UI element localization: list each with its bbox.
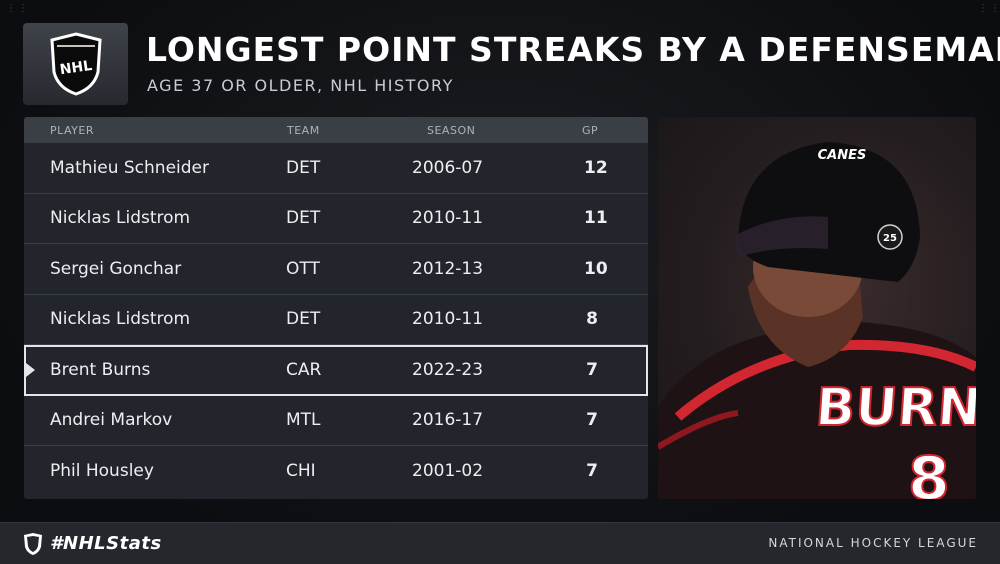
games-played: 10 [584, 258, 608, 279]
team: DET [286, 309, 321, 330]
table-row: Phil Housley CHI 2001-02 7 [24, 446, 648, 497]
season: 2001-02 [412, 461, 484, 482]
season: 2022-23 [412, 360, 484, 381]
svg-text:8: 8 [908, 444, 950, 499]
team: CAR [286, 360, 322, 381]
league-name: NATIONAL HOCKEY LEAGUE [768, 536, 978, 550]
season: 2012-13 [412, 258, 484, 279]
page-subtitle: AGE 37 OR OLDER, NHL HISTORY [147, 76, 454, 95]
games-played: 7 [586, 461, 598, 482]
player-name: Brent Burns [50, 360, 151, 381]
player-illustration: CANES 25 BURNS 8 [658, 142, 976, 499]
hashtag: #NHLStats [50, 533, 162, 554]
team: DET [286, 208, 321, 229]
player-name: Phil Housley [50, 461, 154, 482]
nhl-shield-small-icon [24, 533, 42, 555]
jersey-text: BURNS [814, 378, 976, 438]
player-name: Sergei Gonchar [50, 258, 182, 279]
logo-text: NHL [58, 58, 92, 78]
games-played: 7 [586, 410, 598, 431]
player-name: Andrei Markov [50, 410, 173, 431]
table-row: Mathieu Schneider DET 2006-07 12 [24, 143, 648, 194]
patch-text: 25 [883, 233, 897, 244]
team: DET [286, 157, 321, 178]
player-photo: CANES 25 BURNS 8 [658, 117, 976, 499]
nhl-logo-tile: NHL [23, 23, 128, 105]
season: 2010-11 [412, 208, 484, 229]
games-played: 12 [584, 157, 608, 178]
player-name: Nicklas Lidstrom [50, 309, 191, 330]
games-played: 8 [586, 309, 598, 330]
table-row: Sergei Gonchar OTT 2012-13 10 [24, 244, 648, 295]
table-row: Nicklas Lidstrom DET 2010-11 11 [24, 194, 648, 244]
team: CHI [286, 461, 316, 482]
table-row: Andrei Markov MTL 2016-17 7 [24, 396, 648, 446]
table-header: PLAYER TEAM SEASON GP [24, 117, 648, 143]
team: MTL [286, 410, 321, 431]
season: 2006-07 [412, 157, 484, 178]
player-name: Nicklas Lidstrom [50, 208, 191, 229]
column-header-gp: GP [582, 123, 599, 137]
corner-dots-left: ⋮⋮ [6, 3, 30, 14]
season: 2016-17 [412, 410, 484, 431]
games-played: 7 [586, 360, 598, 381]
column-header-player: PLAYER [50, 123, 94, 137]
stats-table: PLAYER TEAM SEASON GP Mathieu Schneider … [24, 117, 648, 499]
footer-bar: #NHLStats NATIONAL HOCKEY LEAGUE [0, 522, 1000, 564]
games-played: 11 [584, 208, 608, 229]
nhl-shield-icon: NHL [49, 32, 102, 96]
table-row: Nicklas Lidstrom DET 2010-11 8 [24, 295, 648, 345]
corner-dots-right: ⋮⋮ [978, 3, 1000, 14]
season: 2010-11 [412, 309, 484, 330]
page-title: LONGEST POINT STREAKS BY A DEFENSEMAN [146, 30, 1000, 69]
column-header-team: TEAM [287, 123, 320, 137]
player-name: Mathieu Schneider [50, 157, 209, 178]
column-header-season: SEASON [427, 123, 476, 137]
team: OTT [286, 258, 320, 279]
highlight-arrow-icon [26, 363, 35, 378]
helmet-text: CANES [818, 148, 867, 163]
table-row-highlighted: Brent Burns CAR 2022-23 7 [24, 345, 648, 396]
